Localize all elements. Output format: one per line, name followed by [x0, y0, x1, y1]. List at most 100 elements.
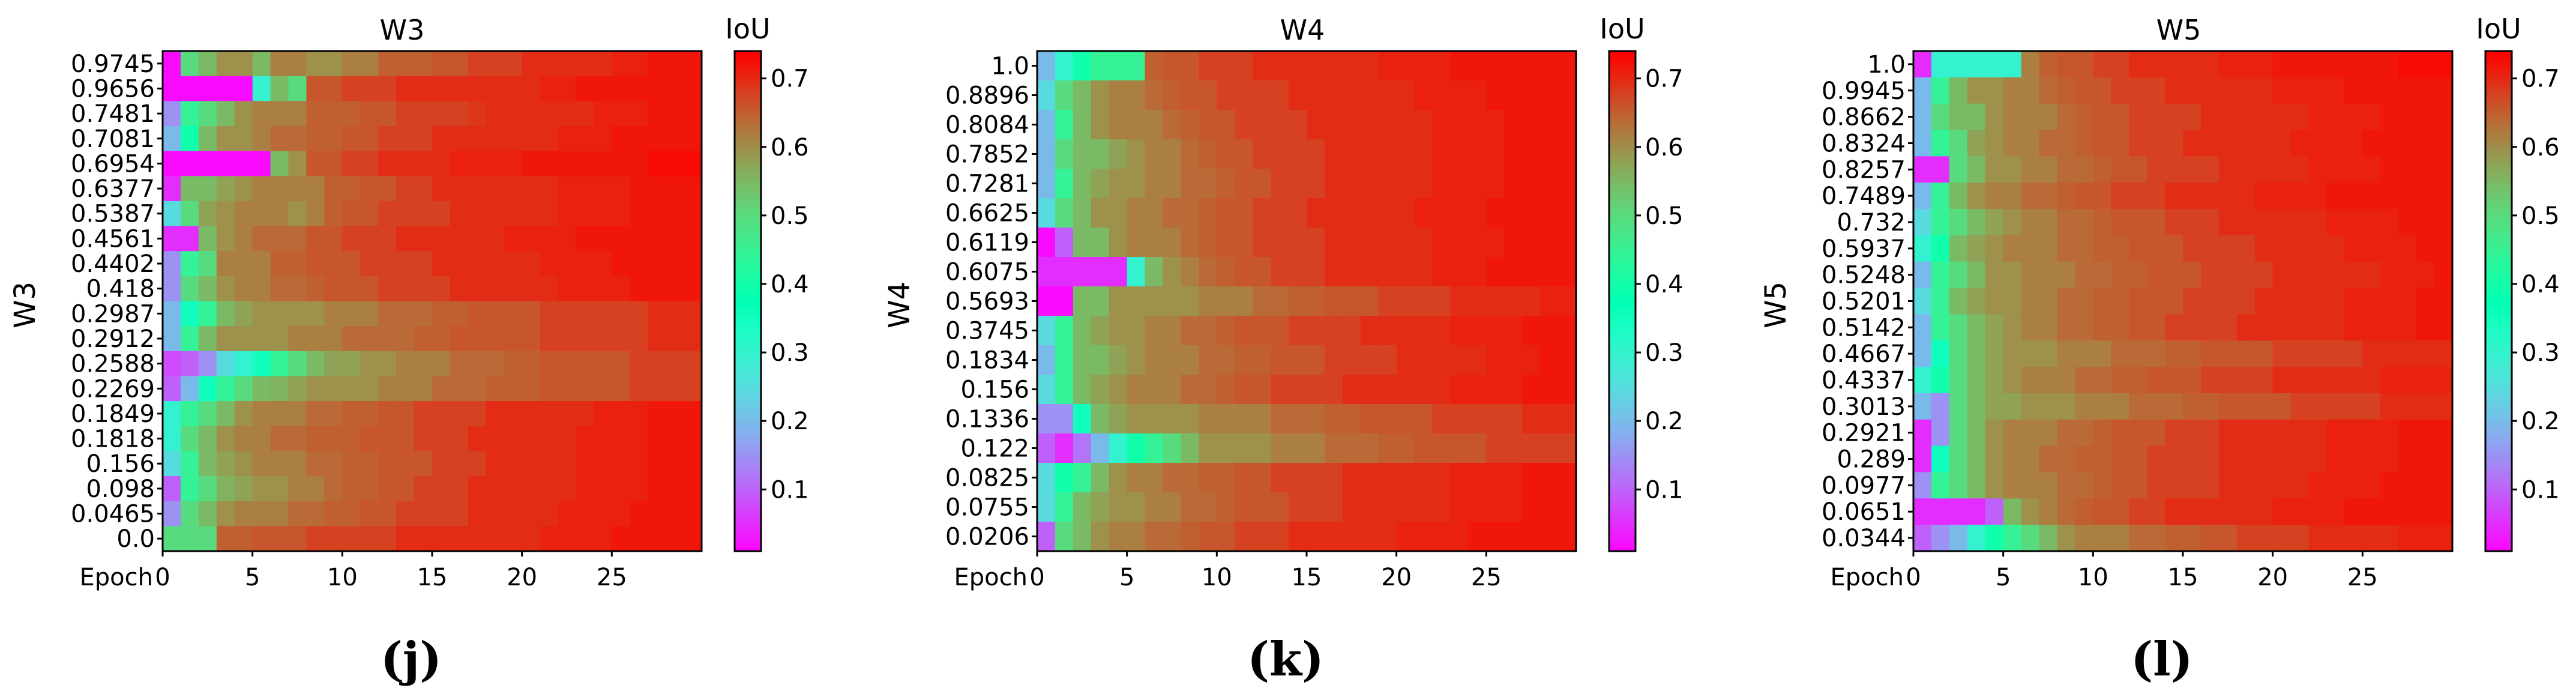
heatmap-cell: [2075, 472, 2093, 499]
heatmap-cell: [2057, 103, 2075, 131]
heatmap-cell: [594, 276, 612, 302]
heatmap-cell: [1468, 110, 1487, 140]
heatmap-cell: [1522, 375, 1541, 405]
heatmap-cell: [1558, 404, 1577, 434]
heatmap-cell: [2308, 209, 2328, 236]
heatmap-cell: [1913, 340, 1932, 367]
heatmap-cell: [2380, 156, 2399, 183]
heatmap-cell: [288, 401, 307, 427]
heatmap-cell: [576, 76, 594, 101]
heatmap-cell: [666, 226, 684, 252]
heatmap-cell: [342, 51, 361, 77]
heatmap-cell: [2147, 445, 2165, 473]
heatmap-cell: [2434, 209, 2453, 236]
x-tick-labels: 0 5 10 15 20 25: [1029, 551, 1502, 591]
heatmap-cell: [2200, 156, 2219, 183]
heatmap-cell: [1450, 404, 1469, 434]
heatmap-cell: [1109, 433, 1128, 463]
heatmap-cell: [2308, 130, 2328, 157]
heatmap-cell: [558, 226, 577, 252]
heatmap-cell: [414, 176, 433, 202]
heatmap-cell: [1450, 492, 1469, 522]
heatmap-cell: [2129, 525, 2147, 552]
heatmap-cell: [666, 125, 684, 152]
heatmap-cell: [1199, 433, 1217, 463]
heatmap-cell: [540, 301, 559, 327]
colorbar-segment: [2485, 421, 2512, 427]
colorbar-segment: [1609, 184, 1636, 189]
heatmap-cell: [432, 501, 451, 527]
heatmap-cell: [522, 401, 541, 427]
heatmap-cell: [396, 226, 415, 252]
heatmap-cell: [1127, 316, 1146, 346]
colorbar-tick-label: 0.5: [1645, 202, 1684, 230]
heatmap-cell: [1181, 404, 1199, 434]
colorbar-segment: [735, 476, 761, 481]
heatmap-cell: [378, 351, 397, 377]
heatmap-cell: [1414, 257, 1433, 287]
colorbar-label: IoU: [2476, 13, 2521, 45]
heatmap-cell: [270, 176, 289, 202]
heatmap-cell: [1558, 228, 1577, 258]
colorbar-segment: [2485, 413, 2512, 418]
heatmap-cell: [1522, 463, 1541, 493]
heatmap-cell: [486, 326, 505, 352]
heatmap-cell: [2147, 183, 2165, 210]
heatmap-cell: [378, 526, 397, 552]
colorbar-segment: [735, 205, 761, 210]
heatmap-panel-l: W5 W5 Epoch 1.00.99450.86620.83240.82570…: [1759, 13, 2560, 687]
heatmap-cell: [216, 251, 235, 277]
heatmap-cell: [468, 276, 487, 302]
heatmap-cell: [1540, 286, 1559, 316]
heatmap-cell: [2218, 419, 2237, 447]
heatmap-cell: [288, 351, 307, 377]
colorbar-segment: [1609, 118, 1636, 122]
heatmap-cell: [1450, 51, 1469, 81]
heatmap-cell: [1522, 228, 1541, 258]
heatmap-cell: [2308, 445, 2328, 473]
heatmap-cell: [2326, 261, 2345, 289]
heatmap-cell: [1913, 209, 1932, 236]
heatmap-cell: [1985, 156, 2004, 183]
heatmap-cell: [1253, 345, 1271, 375]
colorbar-segment: [735, 255, 761, 260]
colorbar-tick-label: 0.3: [771, 339, 809, 367]
heatmap-cell: [1486, 51, 1505, 81]
colorbar-segment: [1609, 243, 1636, 248]
heatmap-cell: [1324, 139, 1343, 169]
heatmap-cell: [2147, 314, 2165, 341]
heatmap-cell: [504, 76, 523, 101]
colorbar-segment: [2485, 238, 2512, 244]
heatmap-cell: [684, 401, 702, 427]
colorbar-segment: [735, 393, 761, 397]
heatmap-cell: [2057, 525, 2075, 552]
heatmap-cell: [2326, 393, 2345, 420]
heatmap-cell: [1985, 51, 2004, 78]
heatmap-cell: [1271, 404, 1289, 434]
heatmap-cell: [2218, 498, 2237, 525]
heatmap-cell: [630, 376, 648, 402]
heatmap-cell: [1913, 103, 1932, 131]
heatmap-cell: [198, 526, 217, 552]
heatmap-cell: [1055, 80, 1074, 110]
heatmap-cell: [2362, 261, 2381, 289]
x-tick-label: 25: [1471, 564, 1502, 591]
heatmap-cell: [414, 501, 433, 527]
colorbar-segment: [2485, 380, 2512, 385]
y-axis-label: W4: [883, 282, 916, 328]
heatmap-cell: [1540, 316, 1559, 346]
heatmap-cell: [1432, 316, 1451, 346]
heatmap-cell: [1073, 169, 1092, 199]
heatmap-cell: [396, 276, 415, 302]
heatmap-cell: [396, 176, 415, 202]
heatmap-cell: [1540, 257, 1559, 287]
heatmap-cell: [2057, 77, 2075, 104]
heatmap-cell: [198, 426, 217, 451]
heatmap-cell: [414, 151, 433, 177]
colorbar-segment: [1609, 372, 1636, 377]
heatmap-cell: [1522, 51, 1541, 81]
heatmap-cell: [1342, 492, 1361, 522]
heatmap-cell: [540, 101, 559, 127]
heatmap-cell: [234, 276, 253, 302]
heatmap-cell: [1145, 257, 1164, 287]
